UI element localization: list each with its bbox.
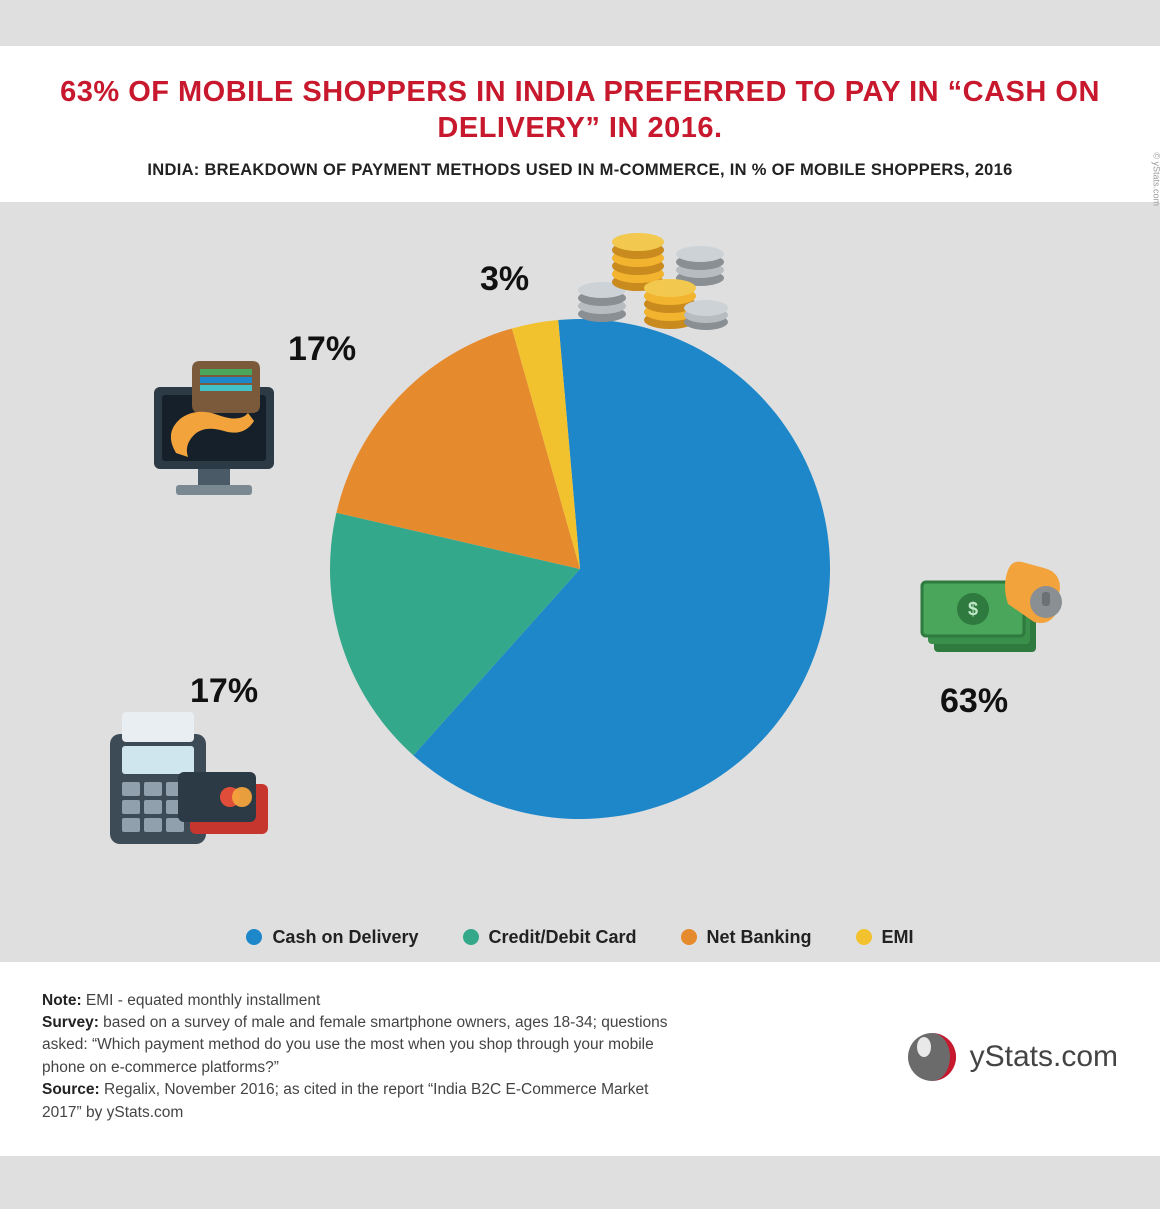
slice-label-card: 17% [190,672,258,711]
headline: 63% OF MOBILE SHOPPERS IN INDIA PREFERRE… [40,74,1120,147]
legend-label: Credit/Debit Card [489,927,637,948]
note-text: EMI - equated monthly installment [82,992,321,1009]
net-banking-icon [140,357,300,512]
slice-label-cod: 63% [940,682,1008,721]
card-terminal-icon [100,712,270,867]
side-credit: © yStats.com [1152,152,1160,206]
source-text: Regalix, November 2016; as cited in the … [42,1081,648,1120]
footer-band: Note: EMI - equated monthly installment … [0,962,1160,1157]
legend-item-emi: EMI [856,927,914,948]
slice-label-emi: 3% [480,260,529,299]
legend-label: EMI [882,927,914,948]
note-label: Note: [42,992,82,1009]
legend-label: Net Banking [707,927,812,948]
svg-text:$: $ [968,599,978,619]
cash-icon: $ [920,552,1070,667]
survey-text: based on a survey of male and female sma… [42,1014,668,1076]
coins-icon [570,222,730,337]
legend-item-net: Net Banking [681,927,812,948]
brand: yStats.com [904,1029,1118,1085]
pie-chart [320,309,840,834]
footer-notes: Note: EMI - equated monthly installment … [42,990,682,1125]
source-label: Source: [42,1081,100,1098]
legend-item-cod: Cash on Delivery [246,927,418,948]
subheadline: INDIA: BREAKDOWN OF PAYMENT METHODS USED… [40,161,1120,180]
legend-swatch [246,929,262,945]
legend-swatch [681,929,697,945]
legend: Cash on Delivery Credit/Debit Card Net B… [0,927,1160,948]
survey-label: Survey: [42,1014,99,1031]
legend-swatch [856,929,872,945]
legend-swatch [463,929,479,945]
brand-text: yStats.com [970,1040,1118,1074]
top-spacer [0,0,1160,46]
brand-globe-icon [904,1029,960,1085]
legend-item-card: Credit/Debit Card [463,927,637,948]
chart-area: © yStats.com 63% 17% 17% 3% $ [0,202,1160,962]
legend-label: Cash on Delivery [272,927,418,948]
header-band: 63% OF MOBILE SHOPPERS IN INDIA PREFERRE… [0,46,1160,202]
